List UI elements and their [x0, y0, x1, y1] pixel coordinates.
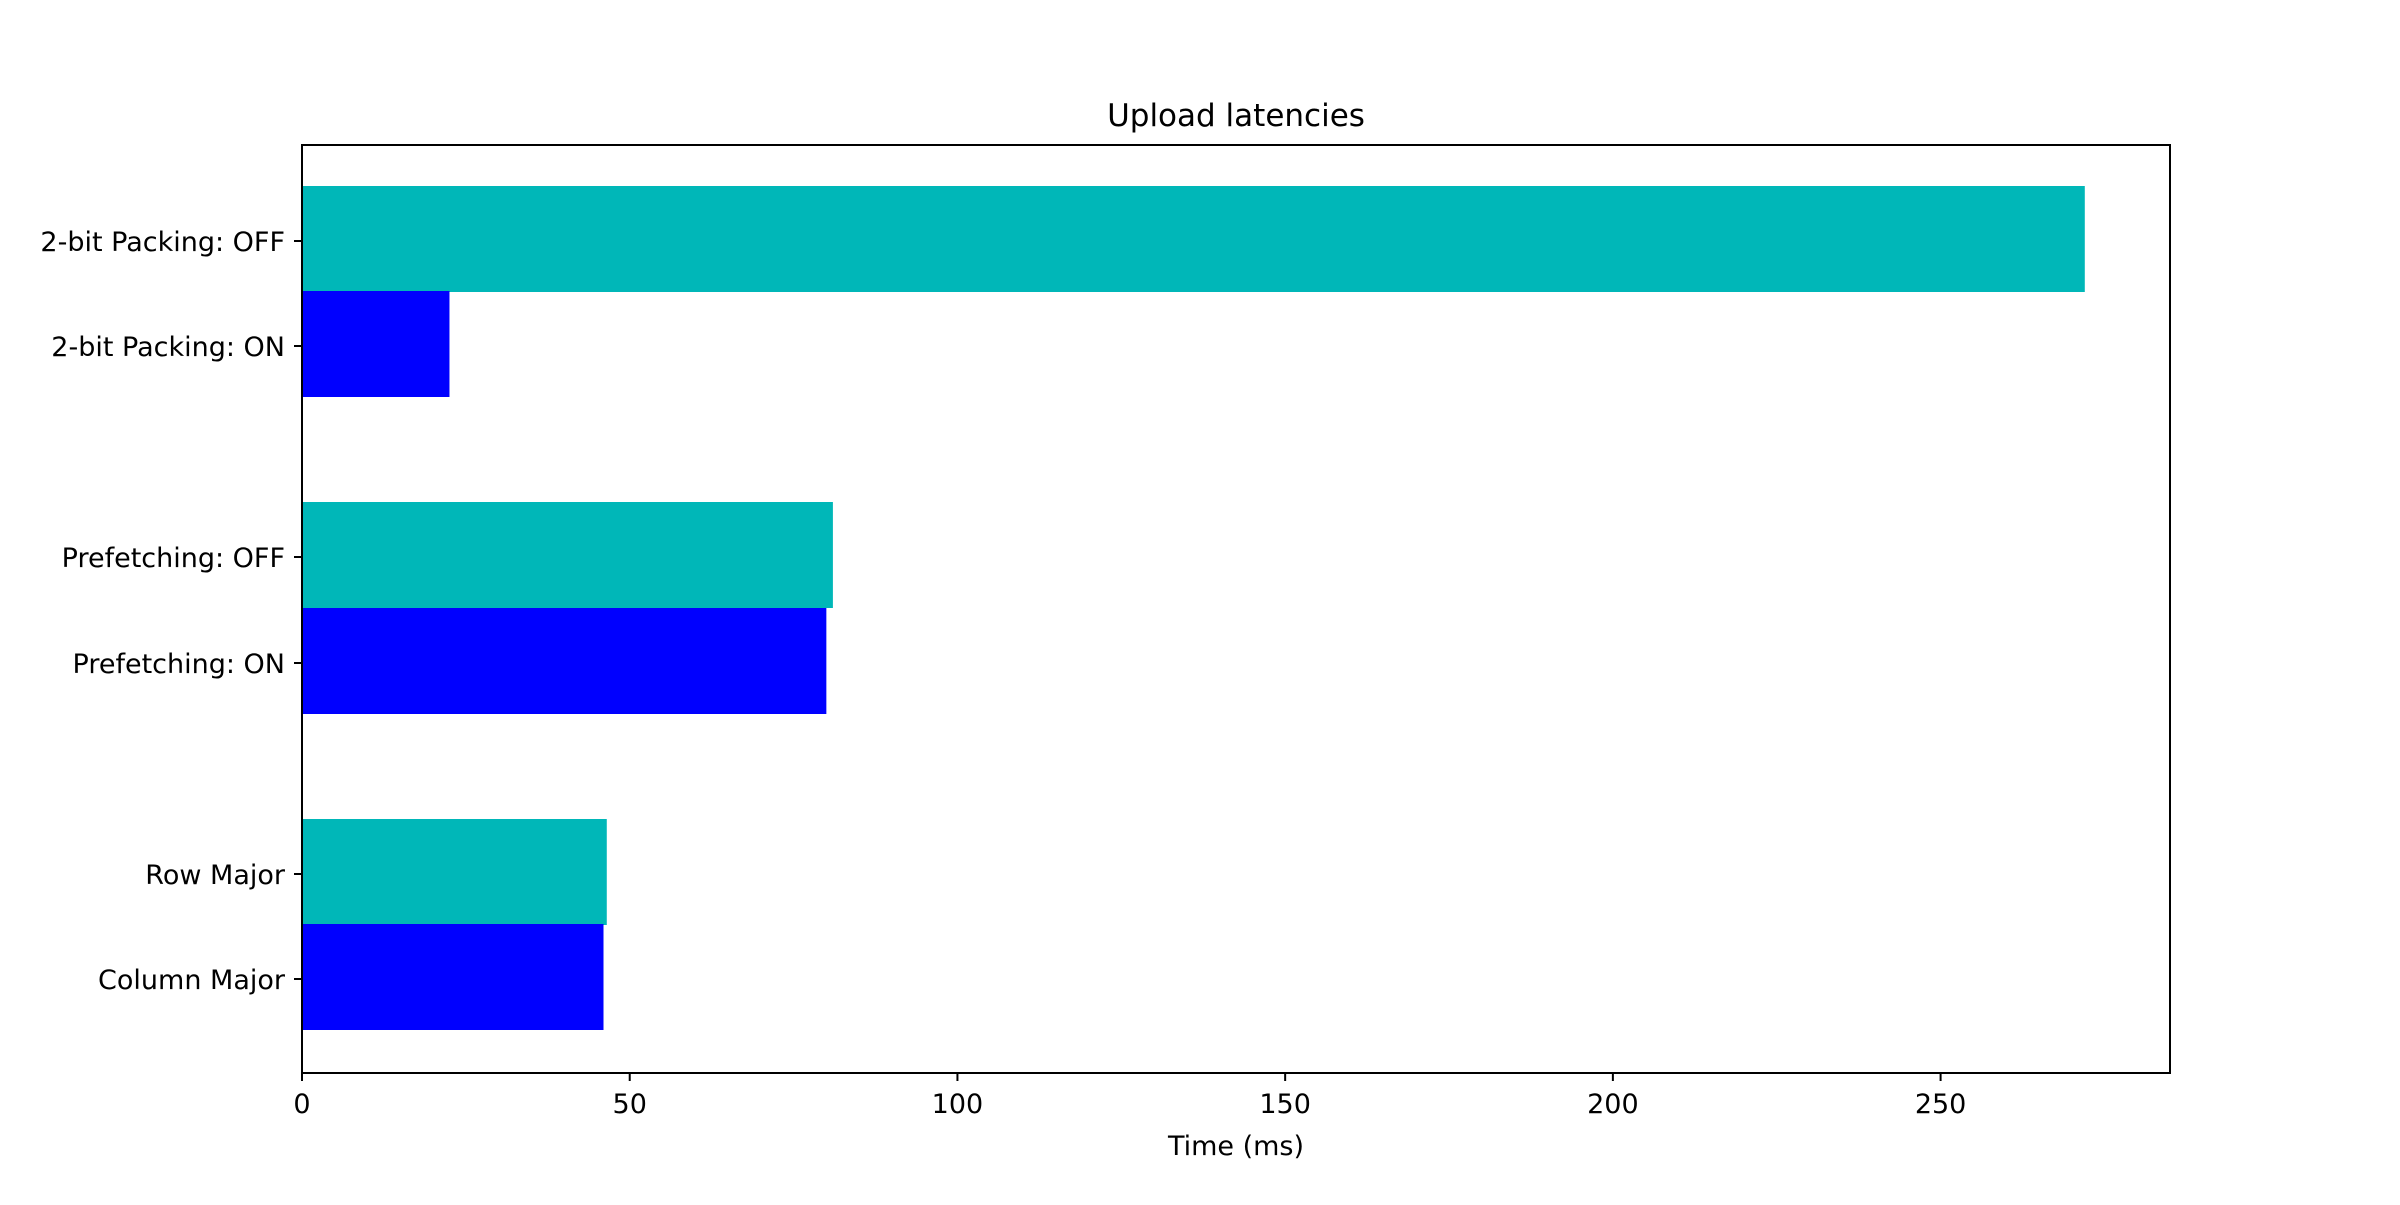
y-tick-label: 2-bit Packing: OFF — [40, 227, 285, 258]
bar-5 — [302, 924, 604, 1030]
y-tick-label: 2-bit Packing: ON — [51, 332, 285, 363]
x-tick-label: 0 — [293, 1089, 310, 1120]
y-tick-label: Row Major — [145, 860, 286, 891]
y-tick-label: Prefetching: ON — [73, 649, 285, 680]
y-tick-label: Column Major — [98, 965, 286, 996]
x-axis-ticks: 0 50 100 150 200 250 — [293, 1073, 1966, 1120]
chart-title: Upload latencies — [1107, 98, 1365, 134]
x-tick-label: 100 — [932, 1089, 984, 1120]
x-tick-label: 200 — [1587, 1089, 1639, 1120]
x-tick-label: 250 — [1915, 1089, 1967, 1120]
x-axis-label: Time (ms) — [1167, 1131, 1304, 1162]
x-tick-label: 50 — [613, 1089, 647, 1120]
plot-frame — [301, 144, 2171, 1074]
bar-4 — [302, 819, 607, 925]
y-axis-ticks: 2-bit Packing: OFF 2-bit Packing: ON Prefe… — [40, 227, 302, 996]
bar-0 — [302, 186, 2085, 292]
y-tick-label: Prefetching: OFF — [62, 543, 285, 574]
bar-1 — [302, 291, 450, 397]
bars-layer — [302, 186, 2085, 1030]
bar-2 — [302, 502, 833, 608]
bar-3 — [302, 608, 827, 714]
x-tick-label: 150 — [1259, 1089, 1311, 1120]
